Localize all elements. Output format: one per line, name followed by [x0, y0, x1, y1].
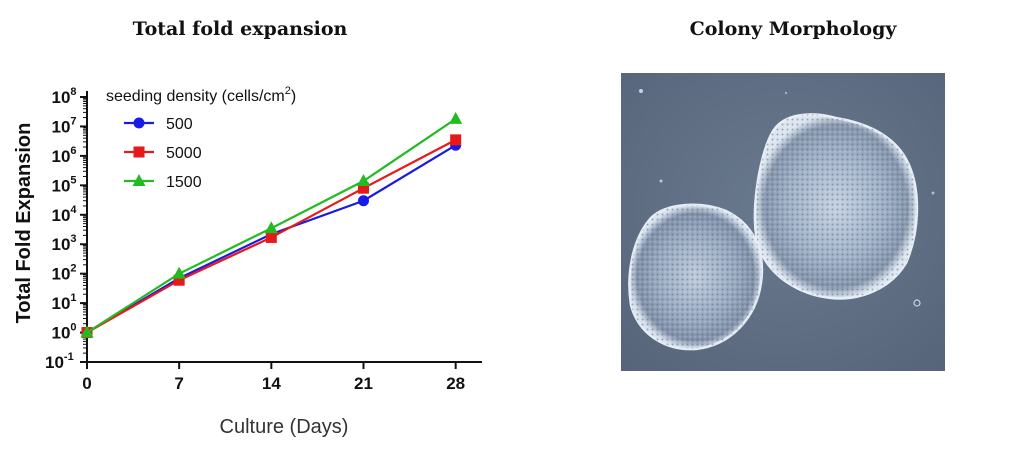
data-point-1500 [449, 111, 463, 124]
data-point-1500 [80, 325, 94, 338]
y-tick-label: 108 [52, 86, 77, 107]
y-axis-label-group: Total Fold Expansion [13, 123, 35, 324]
y-tick-label: 101 [52, 292, 77, 313]
x-tick-label: 0 [82, 374, 91, 393]
y-tick-label: 102 [52, 263, 77, 284]
chart-axes: 108 107 106 105 104 103 102 101 100 10-1 0 7 14 21 28 [45, 86, 482, 393]
colony-micrograph [621, 73, 945, 371]
legend-marker-5000 [133, 146, 145, 158]
x-axis-label: Culture (Days) [220, 416, 349, 438]
y-tick-label: 107 [52, 115, 77, 136]
y-tick-label: 100 [52, 322, 77, 343]
colony-micrograph-art [621, 73, 945, 371]
legend-label-5000: 5000 [166, 145, 202, 162]
y-tick-label: 103 [52, 233, 77, 254]
data-point-1500 [357, 174, 370, 187]
data-point-5000 [265, 231, 277, 243]
y-tick-label: 104 [52, 204, 78, 225]
data-point-5000 [358, 182, 369, 194]
legend-label-1500: 1500 [166, 174, 202, 191]
data-point-1500 [172, 266, 186, 279]
series-5000 [81, 134, 462, 339]
legend-marker-1500 [132, 174, 146, 186]
x-tick-label: 21 [354, 374, 373, 393]
image-title: Colony Morphology [689, 18, 897, 40]
legend-label-500: 500 [166, 116, 193, 133]
data-point-1500 [264, 221, 278, 234]
x-tick-label: 28 [446, 374, 465, 393]
legend-title: seeding density (cells/cm2) [106, 85, 296, 105]
chart-title: Total fold expansion [132, 18, 348, 40]
y-tick-label: 105 [52, 174, 77, 195]
legend-marker-500 [133, 117, 145, 129]
y-axis-label: Total Fold Expansion [13, 123, 35, 324]
series-1500 [80, 111, 463, 338]
data-point-500 [358, 195, 369, 207]
legend: seeding density (cells/cm2) 500 5000 1500 [106, 85, 296, 191]
data-point-5000 [173, 274, 185, 286]
series-group [80, 111, 463, 339]
y-tick-label: 106 [52, 145, 77, 166]
x-tick-label: 7 [174, 374, 183, 393]
x-tick-label: 14 [262, 374, 281, 393]
y-tick-label: 10-1 [45, 351, 74, 372]
data-point-5000 [450, 134, 462, 146]
